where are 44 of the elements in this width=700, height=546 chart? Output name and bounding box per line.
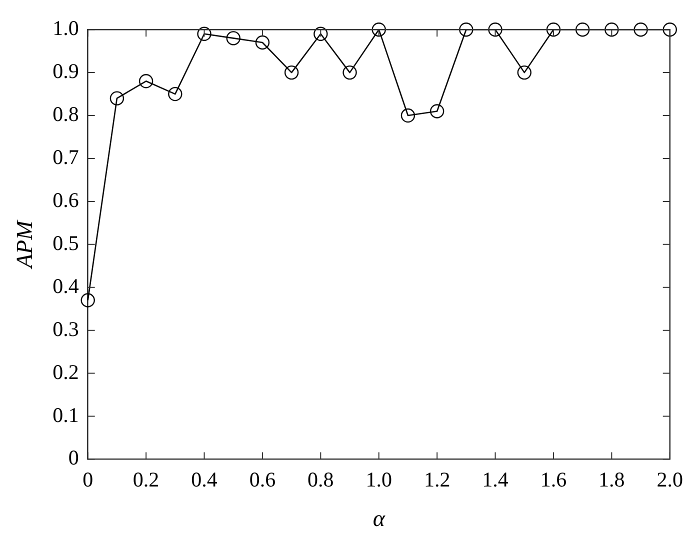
y-tick-label: 1.0 — [52, 16, 79, 40]
point — [138, 74, 154, 88]
x-tick-label: 1.4 — [482, 467, 509, 492]
point — [634, 22, 648, 37]
point — [372, 22, 386, 37]
point — [459, 22, 474, 37]
point — [342, 65, 357, 80]
x-tick-label: 2.0 — [656, 467, 683, 492]
x-tick-label: 0.8 — [308, 467, 334, 492]
x-tick-label: 1.0 — [366, 467, 392, 492]
y-tick-label: 0.6 — [52, 188, 79, 212]
point — [400, 108, 416, 123]
y-tick-label: 0 — [68, 446, 79, 470]
point — [314, 26, 328, 41]
point — [604, 22, 619, 37]
point — [517, 65, 532, 80]
point — [80, 293, 95, 308]
x-tick-label: 1.8 — [598, 467, 625, 492]
y-tick-label: 0.8 — [52, 102, 79, 126]
y-tick-label: 0.1 — [52, 402, 79, 427]
x-tick-label: 1.6 — [540, 467, 567, 492]
point — [284, 65, 299, 80]
point — [110, 91, 124, 106]
x-tick-label: 0.4 — [191, 467, 218, 492]
point — [168, 86, 182, 102]
y-tick-label: 0.5 — [52, 230, 79, 255]
x-axis-title: α — [372, 506, 386, 532]
y-axis-title: APM — [12, 218, 37, 270]
point — [430, 104, 444, 118]
point — [197, 26, 212, 41]
x-tick-label: 1.2 — [424, 467, 450, 492]
y-tick-label: 0.3 — [52, 316, 79, 341]
y-tick-label: 0.9 — [52, 59, 79, 84]
x-tick-label: 0.2 — [132, 467, 160, 492]
point — [488, 22, 502, 37]
x-tick-label: 0.6 — [249, 467, 276, 492]
y-tick-label: 0.4 — [52, 274, 80, 298]
point — [255, 35, 270, 50]
point — [575, 22, 590, 37]
y-tick-label: 0.7 — [52, 144, 79, 169]
point — [226, 31, 240, 46]
point — [662, 22, 677, 37]
point — [546, 22, 561, 37]
y-tick-label: 0.2 — [52, 360, 79, 384]
